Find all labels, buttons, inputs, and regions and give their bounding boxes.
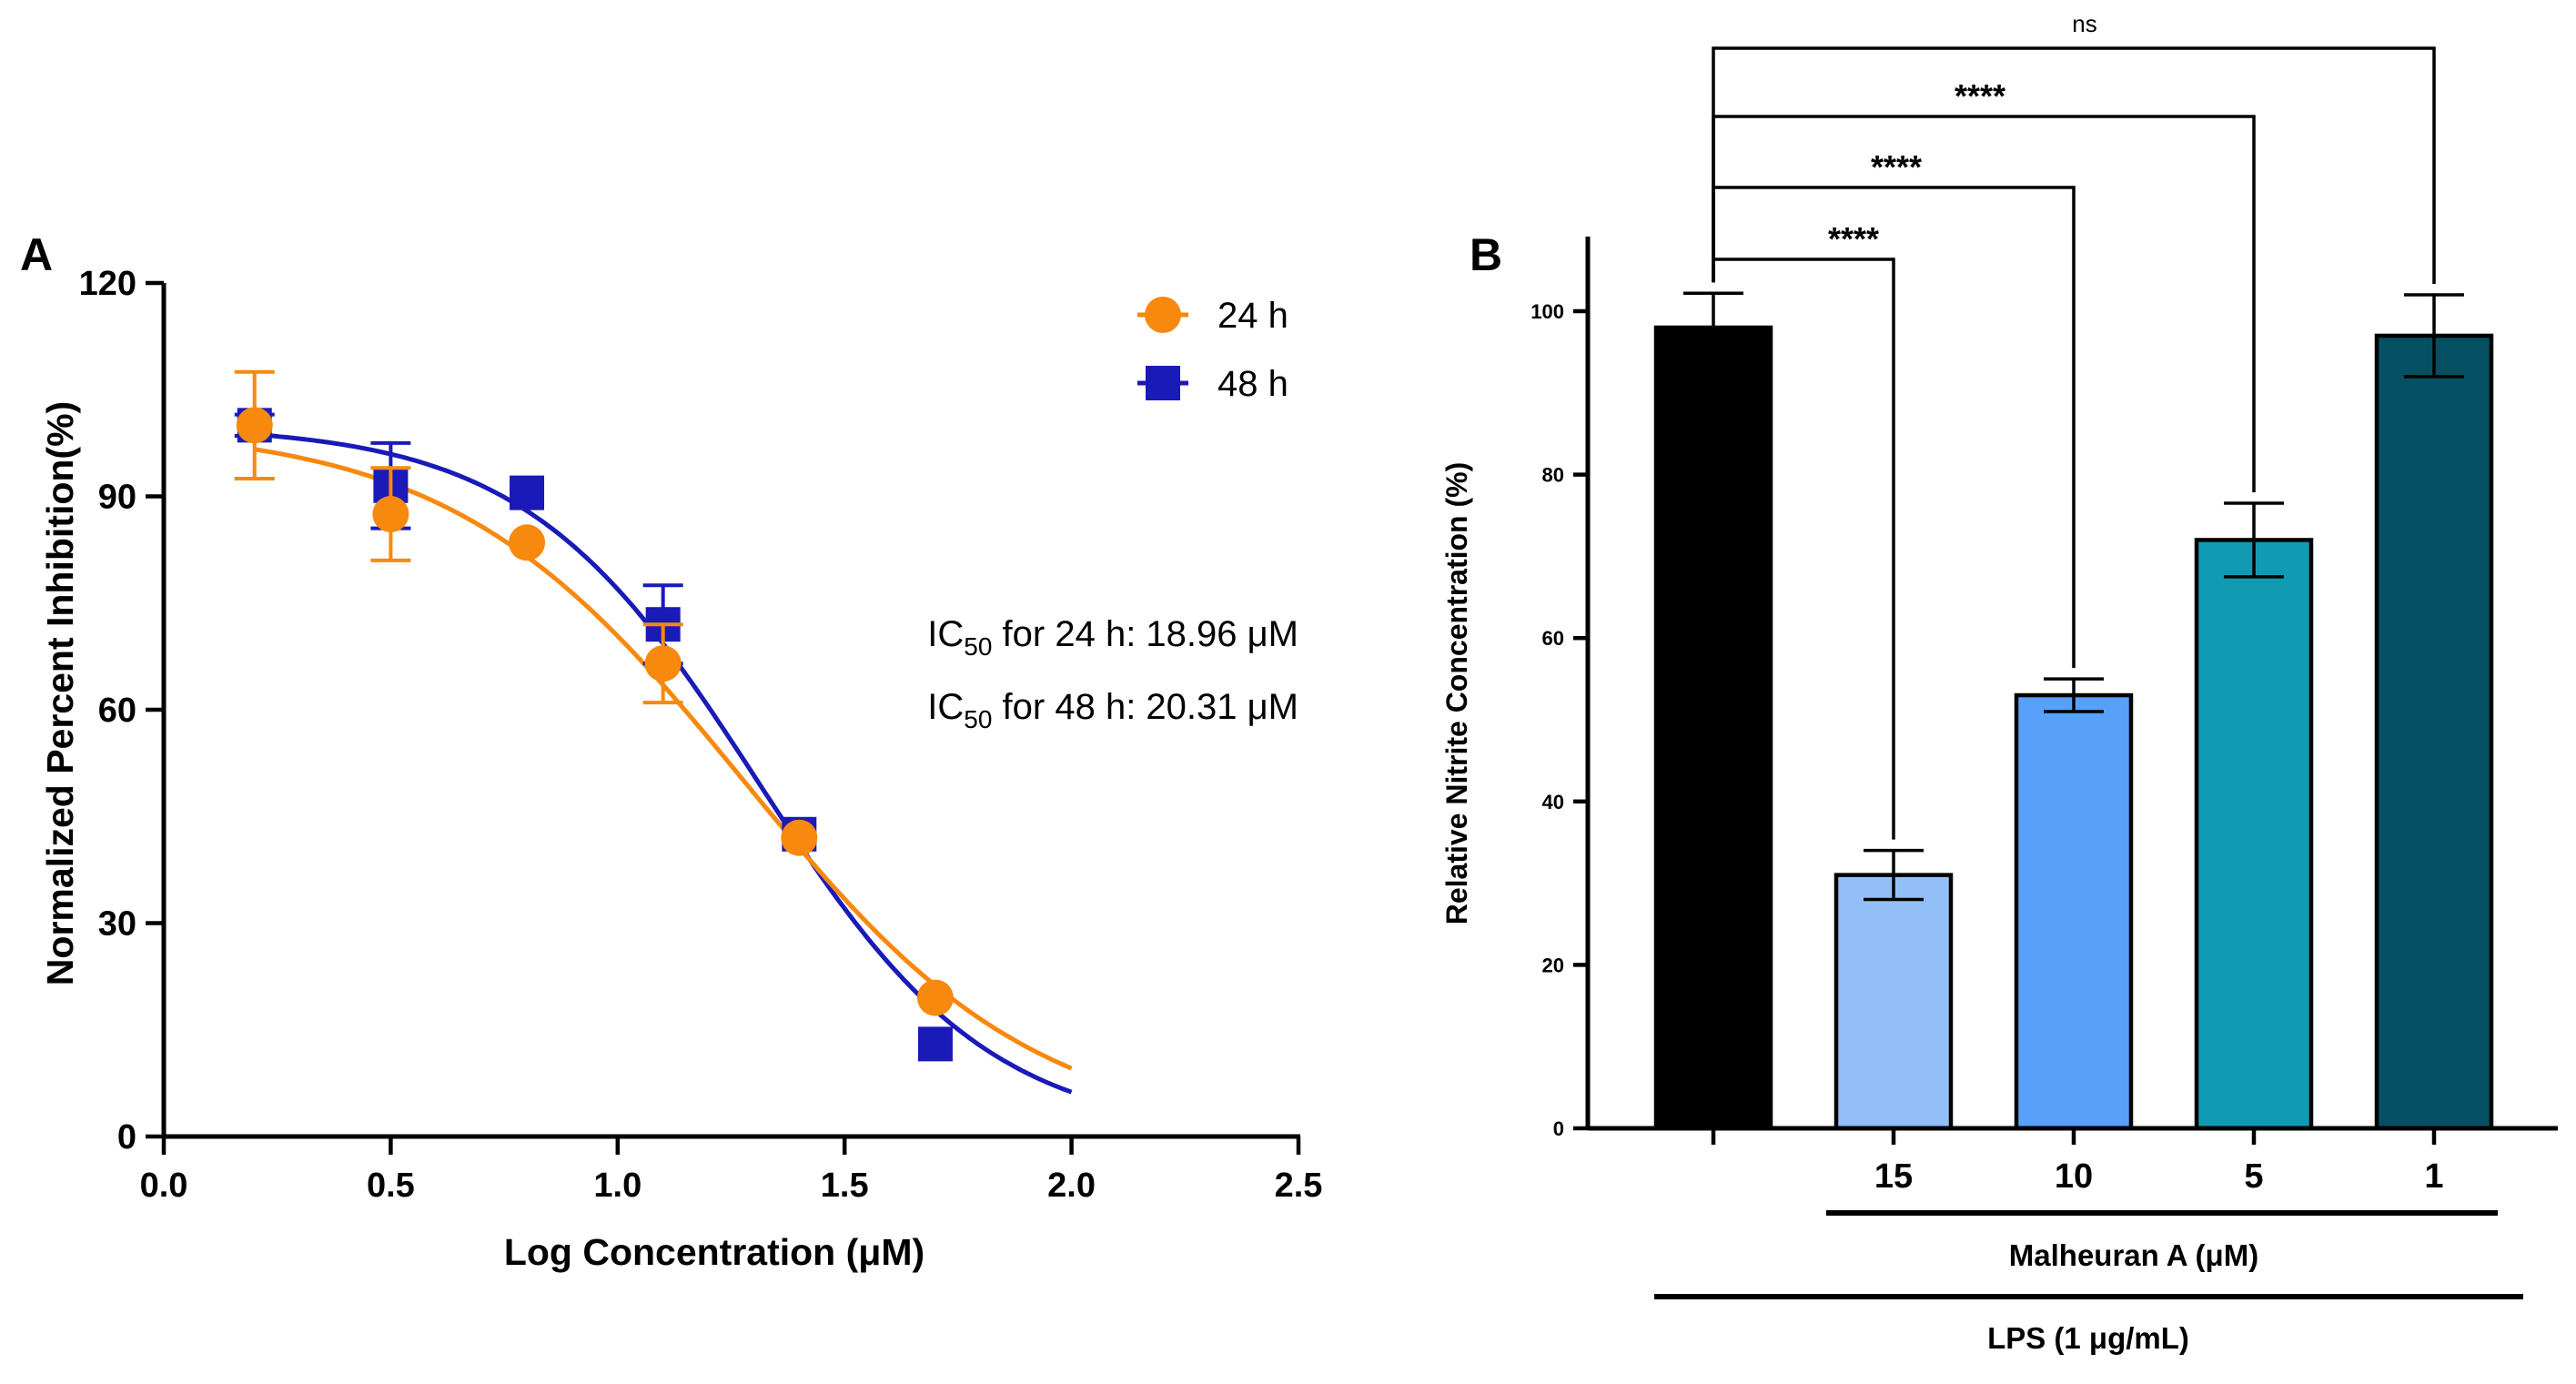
- panel-a-y-tick-label: 60: [98, 692, 136, 730]
- panel-b-significance-brackets: **** **** **** ns: [1712, 10, 2436, 840]
- bar-0: [1653, 325, 1773, 1131]
- panel-a-axes: 0.0 0.5 1.0 1.5 2.0 2.5 0 30 60 90 120: [79, 265, 1323, 1205]
- panel-a-y-axis-title: Normalized Percent Inhibition(%): [39, 401, 81, 985]
- ic50-prefix: IC: [927, 614, 964, 654]
- ic50-prefix: IC: [927, 687, 964, 727]
- panel-b-y-tick-label: 0: [1553, 1117, 1564, 1140]
- group-label-malheuran: Malheuran A (μM): [2009, 1238, 2258, 1272]
- panel-b-y-axis-title: Relative Nitrite Concentration (%): [1440, 462, 1473, 925]
- panel-a-x-tick-label: 2.5: [1275, 1167, 1323, 1205]
- category-label: 5: [2244, 1157, 2263, 1196]
- data-point-48h: [510, 475, 545, 510]
- bar-4: [2374, 333, 2494, 1131]
- panel-b-y-tick-label: 60: [1542, 627, 1564, 650]
- data-point-24h: [916, 979, 954, 1016]
- group-label-lps: LPS (1 μg/mL): [1987, 1321, 2189, 1355]
- panel-b-category-labels: 15 10 5 1: [1874, 1157, 2444, 1196]
- panel-b-y-tick-label: 40: [1542, 791, 1564, 813]
- panel-b: B **** **** **** ns 0 20 40 60 80 100 Relative N…: [1440, 10, 2558, 1355]
- panel-a-data-points: [234, 369, 954, 1062]
- panel-a-y-tick-label: 0: [117, 1118, 136, 1157]
- ic50-annotation: IC50 for 24 h: 18.96 μM: [927, 614, 1298, 661]
- panel-a: A 0.0 0.5 1.0 1.5 2.0 2.5 0 30 60 90 120 Log Conce…: [20, 229, 1322, 1273]
- ic50-subscript: 50: [964, 632, 992, 661]
- panel-label-a: A: [20, 229, 53, 280]
- panel-b-axes: 0 20 40 60 80 100: [1530, 237, 2558, 1145]
- ic50-value: for 48 h: 20.31 μM: [992, 687, 1298, 727]
- panel-a-y-tick-label: 30: [98, 905, 136, 944]
- legend-square-marker: [1146, 366, 1180, 400]
- data-point-24h: [781, 819, 818, 856]
- data-point-48h: [917, 1026, 953, 1062]
- data-point-24h: [372, 496, 409, 533]
- significance-label: ****: [1955, 77, 2005, 115]
- category-label: 15: [1874, 1157, 1913, 1196]
- significance-bracket: [1712, 46, 2436, 285]
- legend-circle-marker: [1145, 297, 1181, 333]
- ic50-value: for 24 h: 18.96 μM: [992, 614, 1298, 654]
- panel-b-y-tick-label: 100: [1530, 300, 1564, 323]
- bar-2: [2014, 692, 2134, 1131]
- panel-a-y-tick-label: 120: [79, 265, 136, 303]
- panel-a-x-tick-label: 0.0: [140, 1167, 188, 1205]
- significance-label: ns: [2072, 10, 2096, 37]
- panel-a-x-tick-label: 0.5: [367, 1167, 415, 1205]
- panel-label-b: B: [1470, 229, 1502, 280]
- legend-label: 24 h: [1217, 296, 1288, 336]
- panel-a-y-tick-label: 90: [98, 479, 136, 517]
- data-point-24h: [509, 524, 546, 561]
- category-label: 10: [2055, 1157, 2093, 1196]
- category-label: 1: [2424, 1157, 2443, 1196]
- panel-a-x-axis-title: Log Concentration (μM): [504, 1231, 924, 1273]
- panel-a-x-tick-label: 2.0: [1047, 1167, 1096, 1205]
- bar-1: [1834, 873, 1954, 1131]
- bar-3: [2194, 538, 2314, 1131]
- ic50-annotation: IC50 for 48 h: 20.31 μM: [927, 687, 1298, 733]
- panel-a-legend: 24 h 48 h: [1137, 296, 1288, 404]
- panel-b-y-tick-label: 80: [1542, 464, 1564, 487]
- significance-label: ****: [1828, 220, 1879, 258]
- panel-a-x-tick-label: 1.5: [821, 1167, 869, 1205]
- data-point-24h: [236, 407, 273, 444]
- ic50-subscript: 50: [964, 705, 992, 733]
- significance-label: ****: [1871, 148, 1922, 186]
- panel-b-group-labels: Malheuran A (μM) LPS (1 μg/mL): [1654, 1210, 2523, 1355]
- panel-a-x-tick-label: 1.0: [593, 1167, 641, 1205]
- fit-curve-24-h: [254, 447, 1073, 1071]
- significance-bracket: [1712, 115, 2256, 493]
- data-point-24h: [644, 645, 682, 682]
- panel-b-y-tick-label: 20: [1542, 954, 1564, 976]
- legend-label: 48 h: [1217, 364, 1288, 404]
